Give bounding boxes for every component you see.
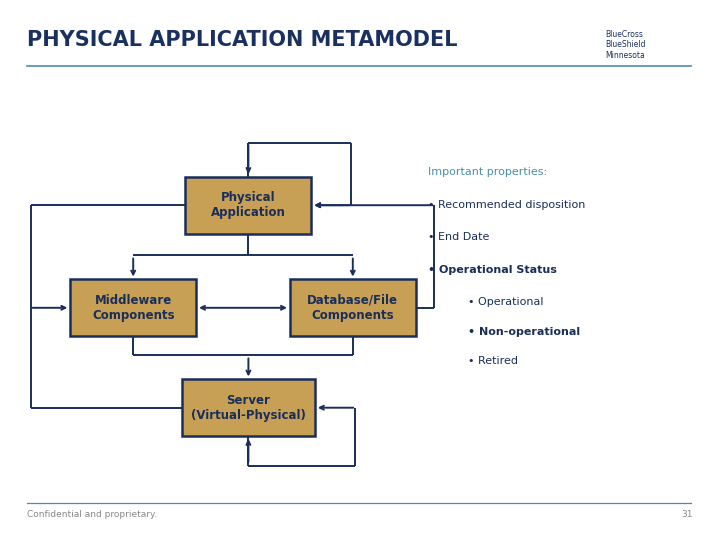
Text: Important properties:: Important properties: [428,167,547,178]
FancyBboxPatch shape [181,379,315,436]
Text: • Operational: • Operational [468,297,544,307]
Text: • Non-operational: • Non-operational [468,327,580,337]
Text: Database/File
Components: Database/File Components [307,294,398,322]
Text: Middleware
Components: Middleware Components [92,294,174,322]
FancyBboxPatch shape [185,177,311,233]
FancyBboxPatch shape [289,280,416,336]
Text: 31: 31 [681,510,693,519]
FancyBboxPatch shape [71,280,196,336]
Text: Physical
Application: Physical Application [211,191,286,219]
Text: • Operational Status: • Operational Status [428,265,557,275]
Text: PHYSICAL APPLICATION METAMODEL: PHYSICAL APPLICATION METAMODEL [27,30,458,50]
Text: • Recommended disposition: • Recommended disposition [428,200,586,210]
Text: Server
(Virtual-Physical): Server (Virtual-Physical) [191,394,306,422]
Text: BlueCross
BlueShield
Minnesota: BlueCross BlueShield Minnesota [605,30,645,59]
Text: Confidential and proprietary.: Confidential and proprietary. [27,510,158,519]
Text: • Retired: • Retired [468,356,518,367]
Text: • End Date: • End Date [428,232,490,242]
